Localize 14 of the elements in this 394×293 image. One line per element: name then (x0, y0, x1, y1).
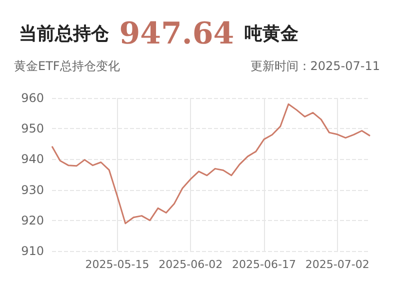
y-tick-label: 920 (21, 213, 44, 228)
x-tick-label: 2025-07-02 (305, 258, 370, 271)
y-tick-label: 960 (21, 91, 44, 105)
text: 更新时间：2025-07-11 (250, 59, 380, 73)
line-series (51, 103, 371, 224)
y-tick-label: 950 (21, 122, 44, 136)
y-tick-label: 930 (21, 182, 44, 197)
chart-subtitle: 黄金ETF总持仓变化 (14, 59, 120, 73)
chart-title: 当前总持仓 947.64 吨黄金 (19, 16, 298, 52)
x-tick-label: 2025-06-02 (158, 258, 223, 271)
y-tick-label: 940 (21, 152, 44, 166)
y-tick-label: 910 (21, 244, 44, 258)
x-tick-label: 2025-06-17 (232, 258, 296, 271)
x-tick-label: 2025-05-15 (85, 258, 150, 271)
